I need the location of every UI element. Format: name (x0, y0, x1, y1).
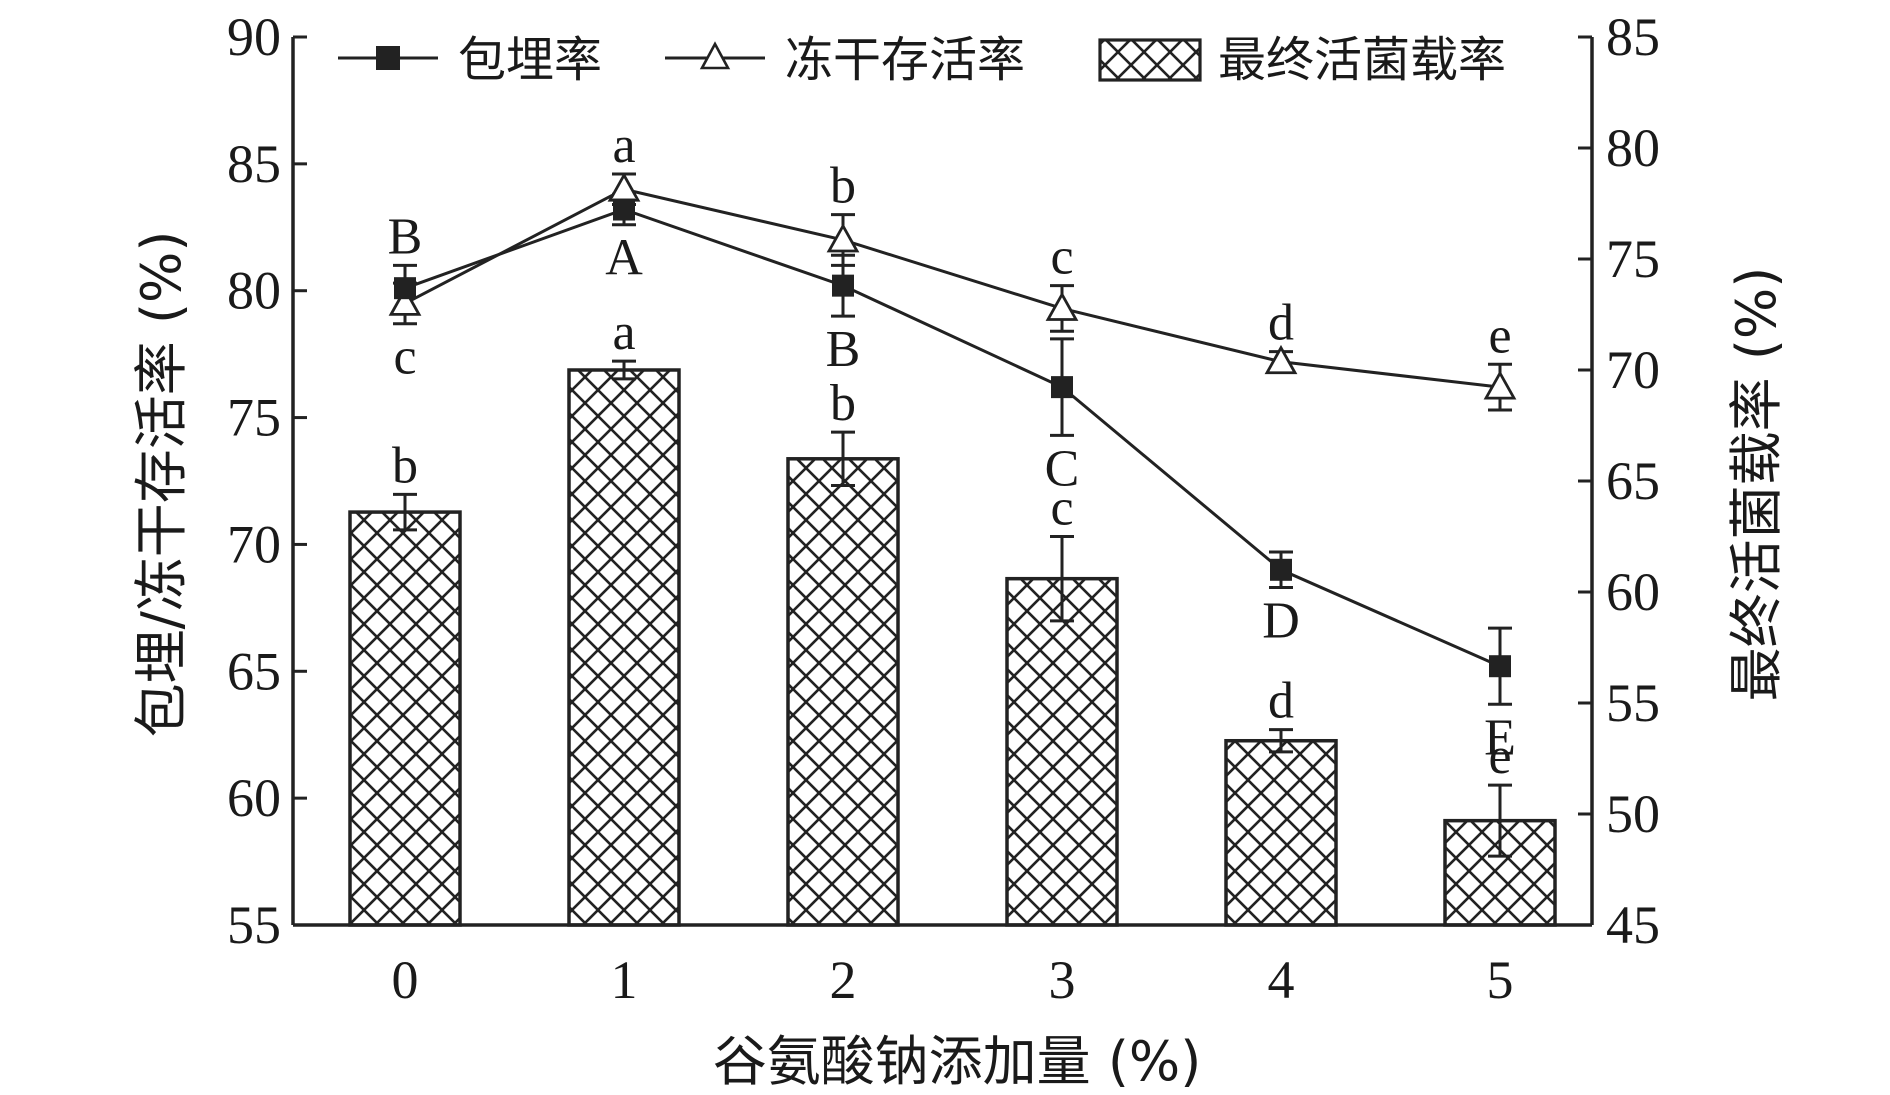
triangle-marker-2 (826, 223, 860, 253)
triangle-sig-label-1: a (612, 117, 635, 174)
y-left-tick-label-2: 65 (227, 641, 281, 701)
bar-sig-label-2: b (830, 375, 856, 432)
y-left-tick-label-3: 70 (227, 514, 281, 574)
triangle-marker-3 (1045, 291, 1079, 321)
y-left-tick-label-1: 60 (227, 768, 281, 828)
y-axis-title-left: 包埋/冻干存活率 (%) (130, 231, 193, 738)
bar-sig-label-5: e (1488, 728, 1511, 785)
triangle-sig-label-5: e (1488, 307, 1511, 364)
y-left-tick-label-7: 90 (227, 7, 281, 67)
square-marker-4 (1270, 558, 1292, 581)
series-line-0 (404, 207, 1501, 668)
x-tick-label-1: 1 (611, 950, 638, 1010)
x-tick-label-2: 2 (830, 950, 857, 1010)
bar-sig-label-1: a (612, 304, 635, 361)
square-sig-label-2: B (826, 321, 861, 378)
y-right-tick-label-0: 45 (1606, 895, 1660, 955)
series-line-1 (404, 187, 1501, 389)
triangle-marker-1 (607, 172, 641, 202)
lines-layer (388, 172, 1517, 706)
square-marker-2 (832, 274, 854, 297)
triangle-marker-0 (388, 286, 422, 316)
bar-4 (1224, 738, 1338, 927)
bar-sig-label-0: b (392, 437, 418, 494)
y-right-tick-label-1: 50 (1606, 784, 1660, 844)
x-tick-label-4: 4 (1268, 950, 1295, 1010)
x-tick-label-0: 0 (392, 950, 419, 1010)
square-marker-0 (394, 277, 416, 300)
bar-3 (1005, 576, 1119, 927)
bar-2 (786, 457, 900, 927)
y-right-tick-label-3: 60 (1606, 562, 1660, 622)
x-tick-label-3: 3 (1049, 950, 1076, 1010)
y-left-tick-label-0: 55 (227, 895, 281, 955)
y-right-tick-label-5: 70 (1606, 340, 1660, 400)
y-right-tick-label-4: 65 (1606, 451, 1660, 511)
triangle-sig-label-4: d (1268, 295, 1294, 352)
y-left-tick-label-5: 80 (227, 261, 281, 321)
square-marker-1 (613, 198, 635, 221)
square-marker-5 (1489, 655, 1511, 678)
square-sig-label-4: D (1262, 593, 1300, 650)
y-right-tick-label-2: 55 (1606, 673, 1660, 733)
square-sig-label-1: A (605, 230, 643, 287)
square-sig-label-0: B (388, 208, 423, 265)
triangle-marker-5 (1483, 370, 1517, 400)
square-sig-label-3: C (1045, 440, 1080, 497)
y-right-tick-label-7: 80 (1606, 118, 1660, 178)
bar-1 (567, 368, 681, 927)
legend-marker-crosshatch (1098, 38, 1202, 82)
triangle-sig-label-2: b (830, 158, 856, 215)
legend-label-zuizhong: 最终活菌载率 (1218, 32, 1506, 88)
y-axis-title-right: 最终活菌载率 (%) (1725, 267, 1788, 702)
legend: 包埋率 冻干存活率 最终活菌载率 (338, 32, 1506, 88)
bar-sig-label-3: c (1050, 480, 1073, 537)
y-right-tick-label-8: 85 (1606, 7, 1660, 67)
bar-sig-label-4: d (1268, 673, 1294, 730)
legend-label-dongan: 冻干存活率 (785, 32, 1025, 88)
x-axis-title: 谷氨酸钠添加量 (%) (713, 1030, 1202, 1093)
legend-label-baoli: 包埋率 (458, 32, 602, 88)
square-sig-label-5: E (1484, 709, 1516, 766)
bar-0 (348, 510, 462, 927)
y-right-tick-label-6: 75 (1606, 229, 1660, 289)
triangle-sig-label-0: c (393, 329, 416, 386)
x-tick-label-5: 5 (1487, 950, 1514, 1010)
y-left-tick-label-6: 85 (227, 134, 281, 194)
y-left-tick-label-4: 75 (227, 388, 281, 448)
triangle-marker-4 (1264, 344, 1298, 375)
legend-marker-filled-square (376, 46, 400, 70)
triangle-sig-label-3: c (1050, 229, 1073, 286)
bars-layer (348, 359, 1557, 927)
legend-marker-open-triangle (699, 41, 731, 70)
square-marker-3 (1051, 376, 1073, 399)
